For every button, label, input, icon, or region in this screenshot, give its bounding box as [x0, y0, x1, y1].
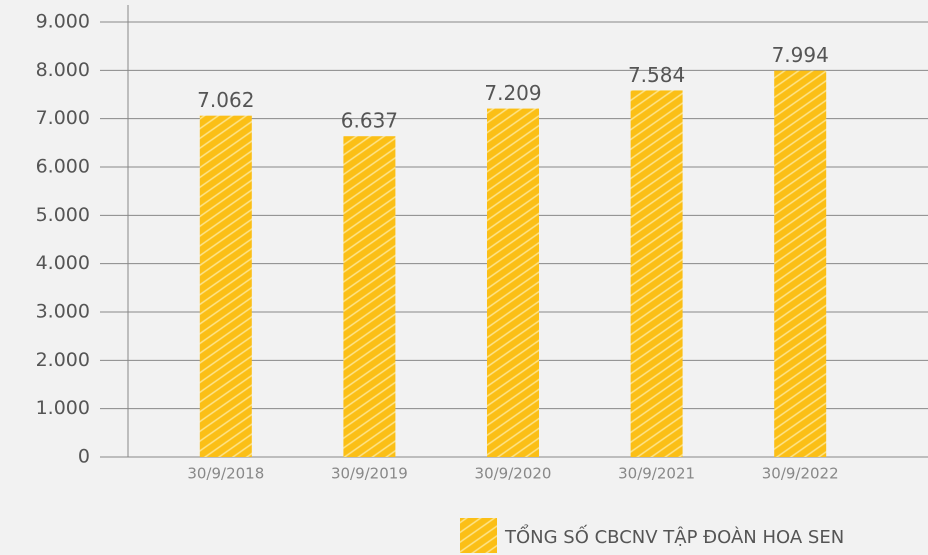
x-tick-label: 30/9/2019 — [331, 465, 408, 483]
value-label: 7.584 — [628, 63, 685, 87]
y-tick-label: 9.000 — [36, 11, 90, 33]
y-tick-label: 5.000 — [36, 204, 90, 226]
y-tick-label: 0 — [78, 446, 90, 468]
bar — [774, 70, 827, 457]
value-label: 7.062 — [197, 88, 254, 112]
y-tick-label: 1.000 — [36, 397, 90, 419]
y-tick-label: 7.000 — [36, 107, 90, 129]
y-tick-label: 2.000 — [36, 349, 90, 371]
value-label: 6.637 — [341, 109, 398, 133]
bar — [630, 90, 683, 457]
x-tick-label: 30/9/2022 — [762, 465, 839, 483]
x-tick-label: 30/9/2021 — [618, 465, 695, 483]
y-tick-label: 8.000 — [36, 59, 90, 81]
bar — [487, 108, 539, 457]
value-label: 7.209 — [484, 81, 541, 105]
legend-swatch — [460, 518, 497, 553]
value-label: 7.994 — [772, 43, 829, 67]
y-tick-label: 4.000 — [36, 252, 90, 274]
x-tick-label: 30/9/2020 — [475, 465, 552, 483]
x-tick-label: 30/9/2018 — [187, 465, 264, 483]
legend-label: TỔNG SỐ CBCNV TẬP ĐOÀN HOA SEN — [504, 524, 844, 548]
y-tick-label: 6.000 — [36, 156, 90, 178]
bar — [199, 115, 252, 458]
y-tick-label: 3.000 — [36, 301, 90, 323]
bar — [343, 136, 396, 457]
